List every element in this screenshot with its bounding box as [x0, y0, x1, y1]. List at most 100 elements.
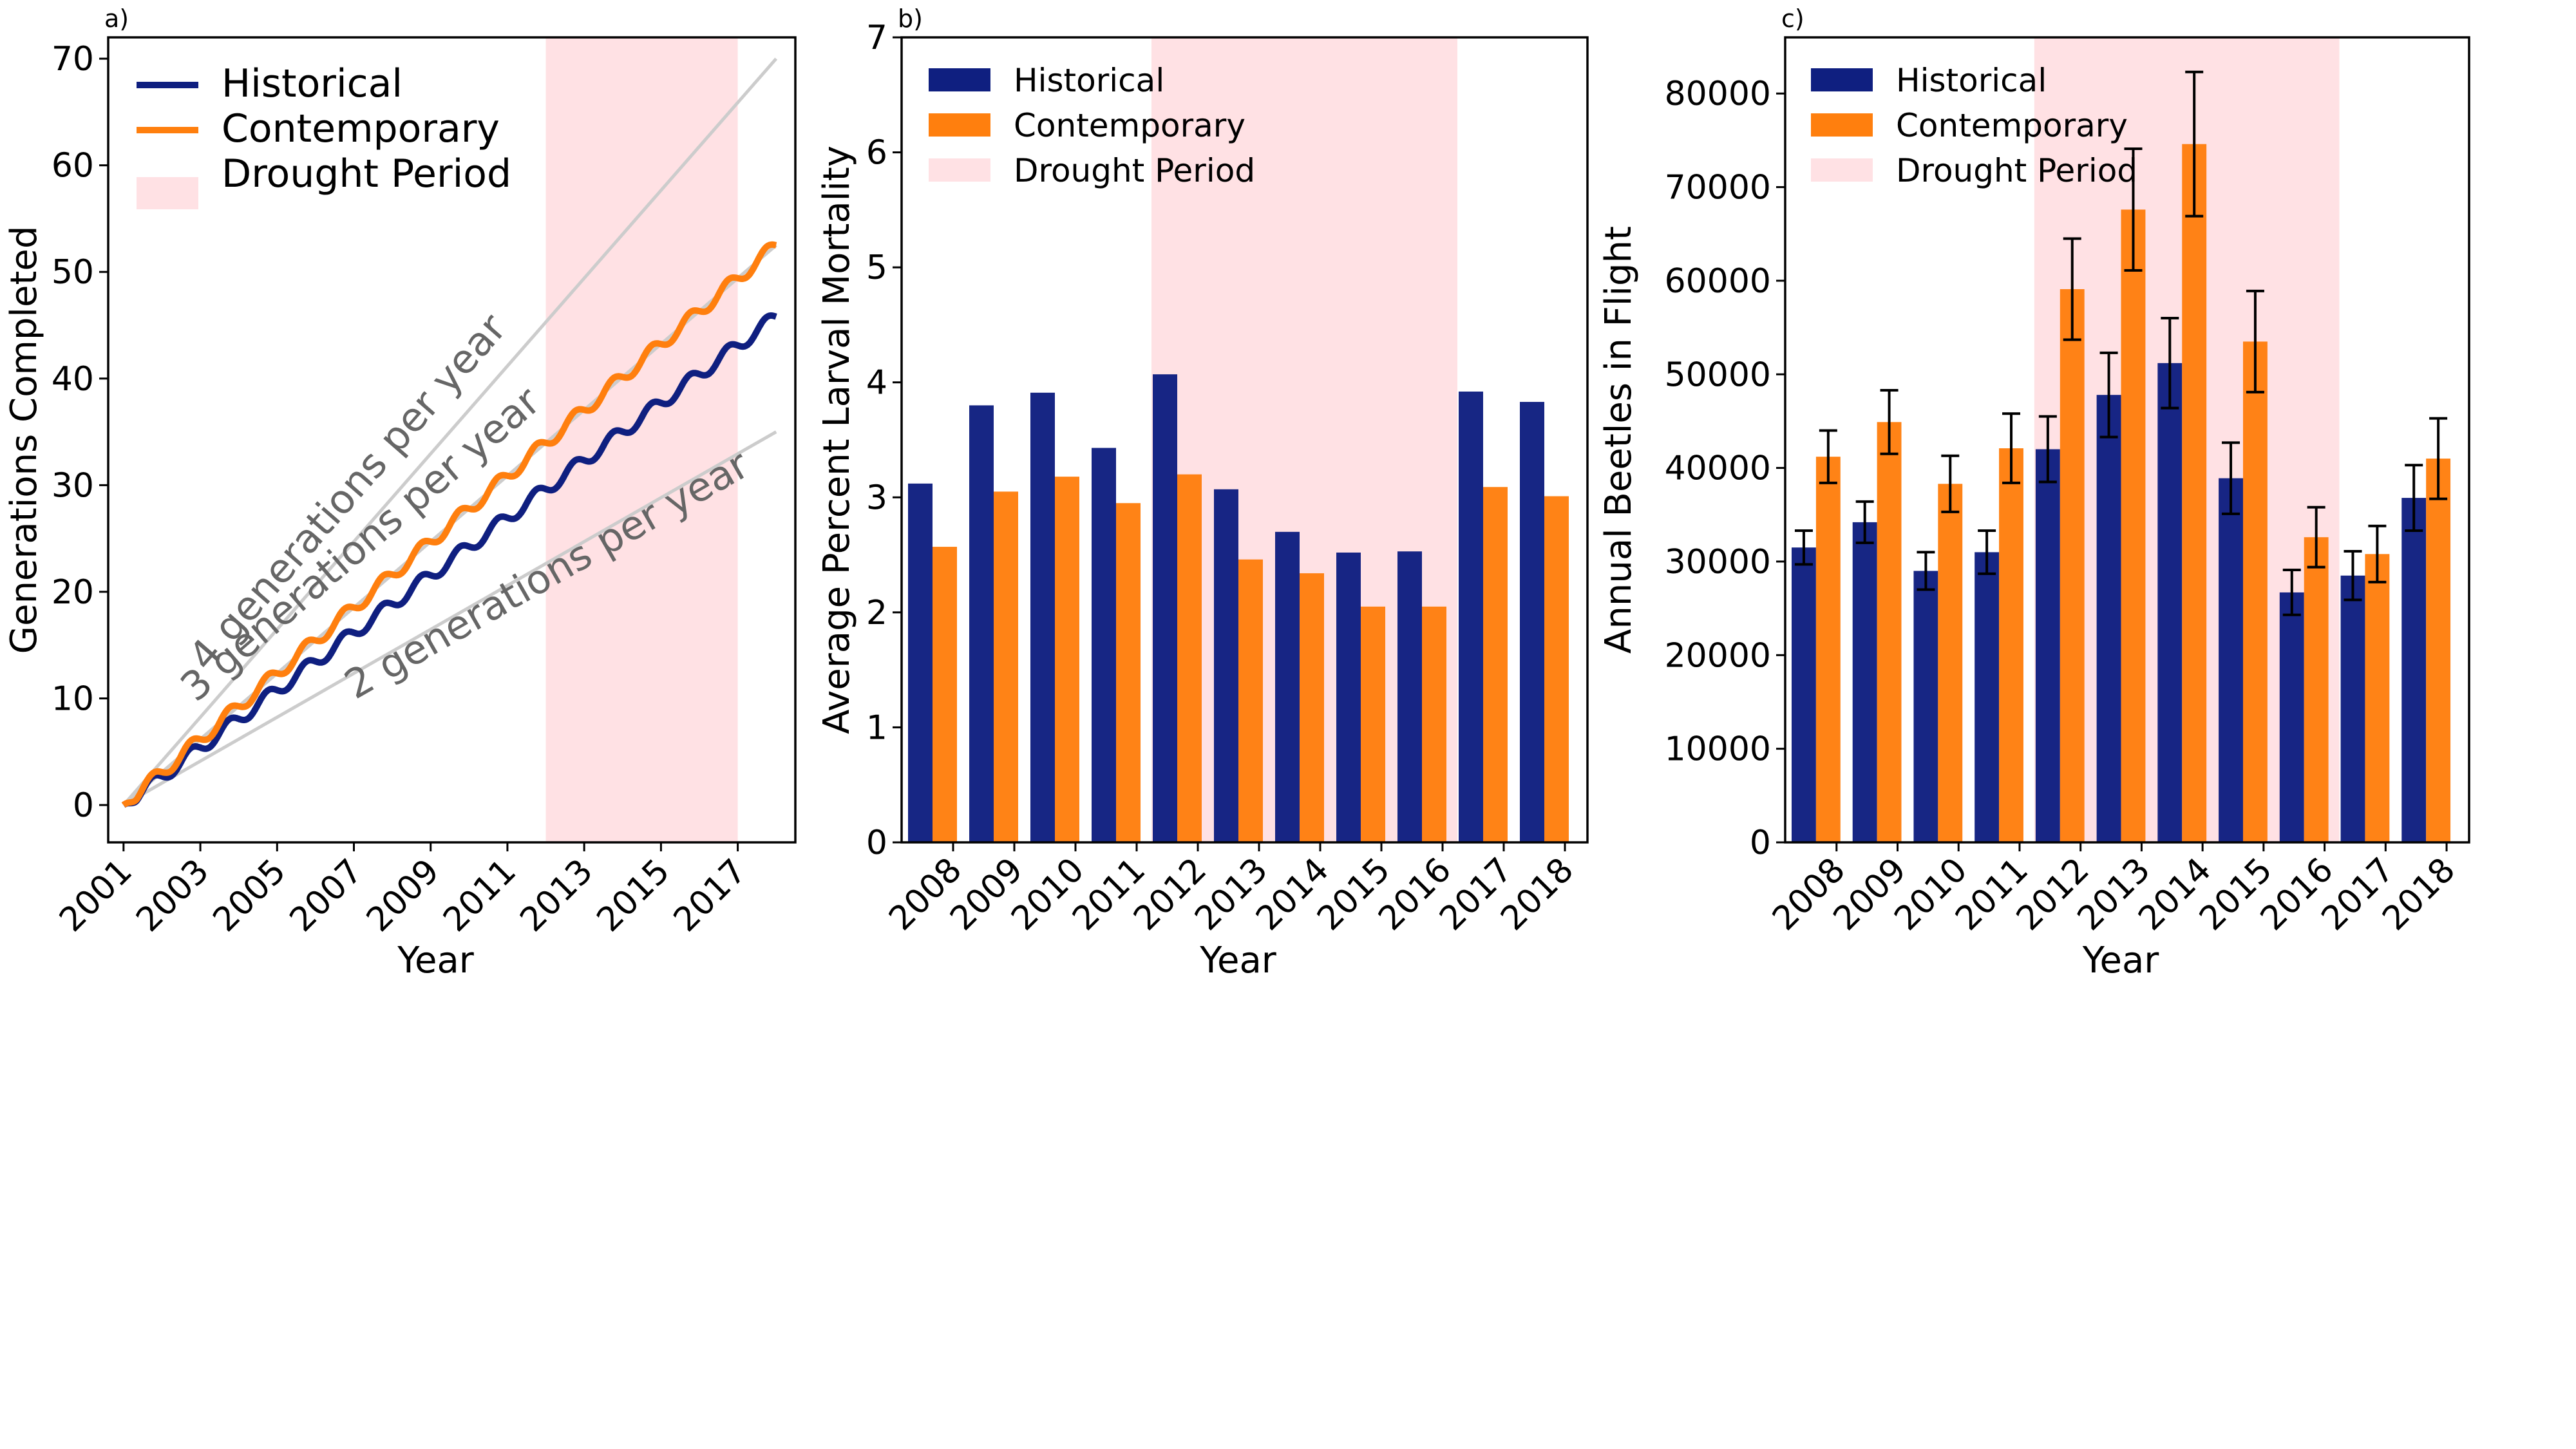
panel-c-legend-swatch-drought [1811, 158, 1873, 182]
panel-c-bar-historical [2096, 395, 2121, 842]
panel-c-xtick-label: 2018 [2375, 851, 2463, 938]
panel-c-error-bar-contemporary [1819, 429, 1837, 484]
panel-a-y-axis-label: Generations Completed [3, 226, 45, 654]
panel-a-xtick-label: 2007 [283, 852, 370, 940]
panel-b-xtick-label: 2018 [1493, 851, 1581, 938]
panel-c-error-bar-contemporary [2246, 289, 2264, 393]
panel-b-bar-contemporary [1483, 487, 1508, 842]
panel-b-bar-historical [1520, 402, 1544, 842]
panel-a-reference-line-4 [122, 57, 778, 806]
panel-c-bar-historical [2035, 449, 2060, 842]
panel-b-bar-contemporary [1055, 477, 1079, 842]
panel-c-bar-historical [1792, 547, 1816, 842]
panel-b-bar-historical [1397, 551, 1422, 842]
panel-c-legend-swatch-historical [1811, 68, 1873, 91]
panel-b-y-axis-label: Average Percent Larval Mortality [816, 146, 858, 734]
panel-c-ytick-label: 20000 [1665, 636, 1771, 675]
panel-c-bar-contemporary [1877, 422, 1902, 842]
panel-c-legend-label-historical: Historical [1896, 62, 2047, 99]
panel-c-error-bar-contemporary [2307, 506, 2325, 569]
panel-b-legend-label-contemporary: Contemporary [1014, 107, 1245, 144]
panel-a-xtick-label: 2011 [436, 852, 524, 940]
panel-c-error-bar-historical [2222, 441, 2240, 515]
panel-b-bar-contemporary [1116, 503, 1141, 842]
panel-c-bar-contemporary [2182, 144, 2207, 843]
panel-a-legend-label-historical: Historical [222, 61, 402, 106]
panel-b-bar-historical [1275, 531, 1300, 842]
panel-b-xtick-label: 2008 [882, 851, 969, 938]
panel-b-ytick-label: 4 [866, 364, 887, 402]
panel-b-bar-contemporary [1422, 606, 1446, 842]
panel-c-bar-historical [2279, 592, 2304, 842]
panel-c-error-bar-contemporary [2063, 237, 2081, 341]
panel-c-bar-historical [2157, 363, 2183, 842]
panel-c-error-bar-contemporary [1880, 388, 1899, 455]
panel-b-bar-contemporary [1300, 573, 1324, 842]
panel-c-ytick-label: 50000 [1665, 355, 1771, 394]
panel-b-ytick-label: 3 [866, 478, 887, 517]
panel-b-xtick-label: 2016 [1371, 851, 1459, 938]
panel-c-error-bar-historical [2161, 317, 2179, 410]
panel-c-error-bar-historical [1917, 551, 1935, 591]
panel-a-reference-line-2 [122, 430, 777, 807]
panel-c-legend-label-drought: Drought Period [1896, 152, 2137, 189]
panel-c-bar-historical [2401, 498, 2427, 842]
panel-a-ytick-label: 50 [52, 253, 94, 292]
panel-c-bar-contemporary [2304, 537, 2329, 842]
panel-c-error-bar-contemporary [2124, 147, 2143, 272]
panel-c-error-bar-contemporary [2368, 524, 2387, 583]
panel-b-bar-contemporary [933, 547, 957, 842]
panel-a-label: a) [104, 5, 129, 33]
panel-c-x-axis-label: Year [2082, 940, 2160, 981]
panel-c-error-bar-historical [2282, 569, 2301, 616]
panel-a-xtick-label: 2017 [667, 852, 754, 940]
panel-b-bar-contemporary [1238, 559, 1263, 842]
panel-a-drought-span [545, 37, 738, 842]
panel-a-series-line-historical [121, 312, 779, 808]
panel-b-ytick-label: 6 [866, 134, 887, 173]
panel-c-bar-contemporary [2060, 289, 2085, 842]
panel-b-x-axis-label: Year [1199, 940, 1277, 981]
panel-a-xtick-label: 2005 [205, 852, 293, 940]
panel-b: b)01234567200820092010201120122013201420… [816, 5, 1589, 981]
panel-c-bar-contemporary [2426, 459, 2451, 842]
panel-c-ytick-label: 60000 [1665, 262, 1771, 301]
panel-b-bar-historical [969, 405, 994, 842]
panel-a-ytick-label: 30 [52, 466, 94, 505]
panel-c-ytick-label: 0 [1750, 824, 1771, 862]
panel-b-bar-historical [1030, 392, 1055, 842]
panel-b-legend-swatch-drought [929, 158, 990, 182]
panel-b-xtick-label: 2015 [1310, 851, 1397, 938]
panel-c-ytick-label: 80000 [1665, 75, 1771, 113]
panel-b-xtick-label: 2013 [1188, 851, 1275, 938]
panel-c-legend-swatch-contemporary [1811, 113, 1873, 137]
panel-c-ytick-label: 30000 [1665, 543, 1771, 582]
panel-a-axes-frame [107, 36, 797, 844]
panel-c-bar-historical [1975, 552, 2000, 842]
panel-c-ytick-label: 70000 [1665, 169, 1771, 207]
panel-b-bar-historical [1214, 489, 1238, 842]
panel-b-xtick-label: 2009 [943, 851, 1030, 938]
panel-b-ytick-label: 7 [866, 19, 887, 57]
panel-b-ytick-label: 0 [866, 824, 887, 862]
panel-b-bar-historical [1459, 392, 1483, 842]
panel-a-legend-label-drought: Drought Period [222, 151, 511, 196]
panel-c-label: c) [1781, 5, 1804, 33]
panel-a-ytick-label: 0 [73, 786, 94, 825]
panel-a-x-axis-label: Year [397, 940, 475, 981]
panel-c-bar-contemporary [2242, 341, 2268, 842]
panel-b-bar-contemporary [994, 491, 1018, 842]
panel-c-error-bar-historical [2038, 415, 2057, 484]
panel-c-error-bar-historical [1855, 500, 1874, 544]
panel-a-xtick-label: 2003 [129, 852, 216, 940]
panel-c-error-bar-historical [2099, 351, 2118, 439]
panel-b-bar-historical [1336, 553, 1361, 842]
panel-a-xtick-label: 2013 [513, 852, 600, 940]
panel-c: c) 0 10000 20000 30000 40000 50000 60000 70000 80… [1598, 5, 2470, 981]
panel-b-bar-historical [908, 483, 933, 842]
panel-c-axes-frame [1784, 36, 2470, 844]
panel-a-series-line-contemporary [121, 241, 779, 808]
panel-a-ytick-label: 40 [52, 360, 94, 399]
panel-c-error-bar-historical [1978, 529, 1996, 575]
